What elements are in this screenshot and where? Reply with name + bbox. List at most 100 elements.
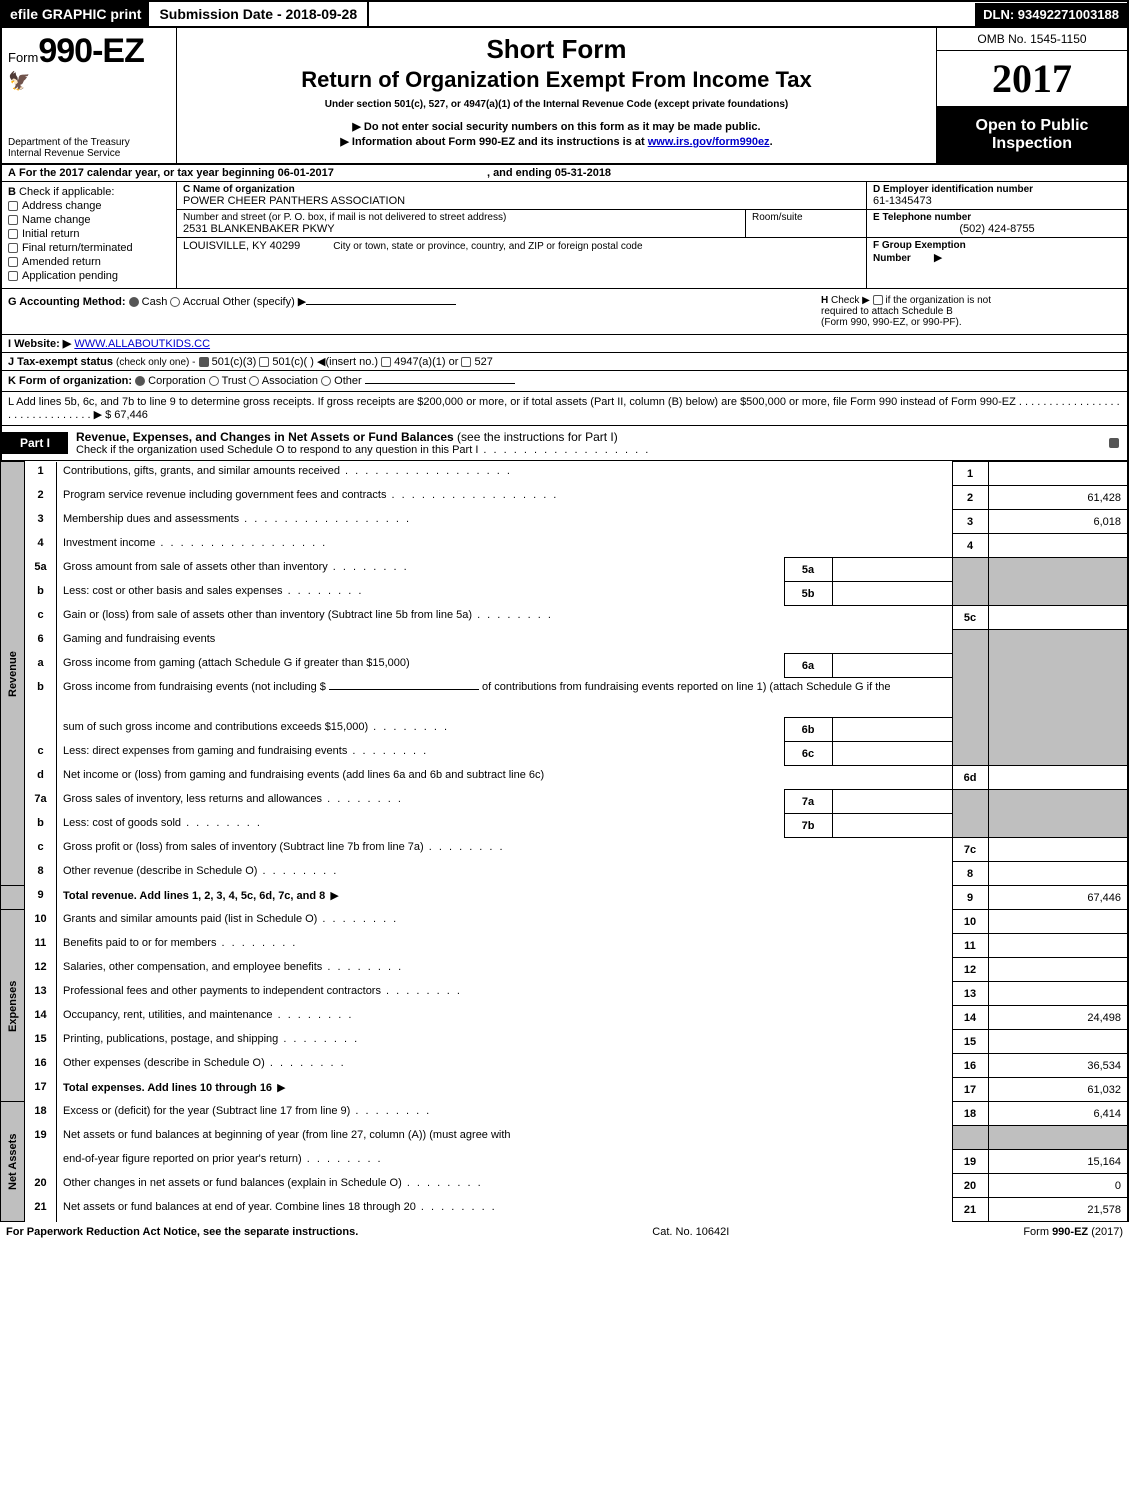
section-l: L Add lines 5b, 6c, and 7b to line 9 to … bbox=[0, 392, 1129, 426]
ln-7a-num: 7a bbox=[25, 790, 57, 814]
ln-19-shade-val bbox=[988, 1126, 1128, 1150]
revenue-side-label: Revenue bbox=[1, 462, 25, 886]
label-b: B bbox=[8, 186, 16, 198]
ln-6a-subval bbox=[832, 654, 952, 678]
final-return-label: Final return/terminated bbox=[22, 242, 133, 254]
form-header: Form990-EZ 🦅 Department of the Treasury … bbox=[0, 28, 1129, 165]
ln-5-shade-val bbox=[988, 558, 1128, 606]
ln-5b-subval bbox=[832, 582, 952, 606]
footer-left: For Paperwork Reduction Act Notice, see … bbox=[6, 1226, 358, 1238]
other-specify-input[interactable] bbox=[306, 304, 456, 305]
f-arrow: ▶ bbox=[934, 252, 942, 264]
k-label: K Form of organization: bbox=[8, 375, 132, 387]
cb-schedule-b[interactable] bbox=[873, 295, 883, 305]
info-suffix: . bbox=[770, 136, 773, 148]
ln-13-col: 13 bbox=[952, 982, 988, 1006]
check-if-label: Check if applicable: bbox=[19, 186, 114, 198]
part-1-title: Revenue, Expenses, and Changes in Net As… bbox=[76, 430, 454, 444]
footer-mid: Cat. No. 10642I bbox=[652, 1226, 729, 1238]
cb-application-pending[interactable] bbox=[8, 271, 18, 281]
h-text4: (Form 990, 990-EZ, or 990-PF). bbox=[821, 317, 962, 328]
ln-6d-val bbox=[988, 766, 1128, 790]
cb-501c[interactable] bbox=[259, 357, 269, 367]
ln-2-val: 61,428 bbox=[988, 486, 1128, 510]
ln-20-col: 20 bbox=[952, 1174, 988, 1198]
cb-amended-return[interactable] bbox=[8, 257, 18, 267]
cb-501c3[interactable] bbox=[199, 357, 209, 367]
check-if-applicable: B Check if applicable: Address change Na… bbox=[2, 182, 177, 288]
d-label: D Employer identification number bbox=[873, 184, 1121, 195]
ln-6-shade bbox=[952, 630, 988, 766]
ln-6b-desc-pre: Gross income from fundraising events (no… bbox=[57, 678, 953, 718]
ln-14-col: 14 bbox=[952, 1006, 988, 1030]
ln-7b-num: b bbox=[25, 814, 57, 838]
e-label: E Telephone number bbox=[873, 212, 1121, 223]
j-527: 527 bbox=[475, 356, 493, 368]
rb-cash[interactable] bbox=[129, 297, 139, 307]
ln-7b-desc: Less: cost of goods sold bbox=[57, 814, 785, 838]
ln-8-val bbox=[988, 862, 1128, 886]
ln-9-num: 9 bbox=[25, 886, 57, 910]
k-corp: Corporation bbox=[148, 375, 205, 387]
rb-other[interactable] bbox=[321, 376, 331, 386]
open-public-2: Inspection bbox=[941, 135, 1123, 153]
ln-6b-amount-input[interactable] bbox=[329, 689, 479, 690]
ln-19-num: 19 bbox=[25, 1126, 57, 1174]
rb-association[interactable] bbox=[249, 376, 259, 386]
section-a: A For the 2017 calendar year, or tax yea… bbox=[0, 165, 1129, 289]
open-public-1: Open to Public bbox=[941, 117, 1123, 135]
rb-corporation[interactable] bbox=[135, 376, 145, 386]
f-label2: Number bbox=[873, 253, 911, 264]
j-4947: 4947(a)(1) or bbox=[394, 356, 458, 368]
ln-9-desc-cell: Total revenue. Add lines 1, 2, 3, 4, 5c,… bbox=[57, 886, 953, 910]
name-change-label: Name change bbox=[22, 214, 91, 226]
ln-7b-sub: 7b bbox=[784, 814, 832, 838]
cb-4947[interactable] bbox=[381, 357, 391, 367]
ln-6b-num: b bbox=[25, 678, 57, 742]
dept-treasury: Department of the Treasury bbox=[8, 137, 170, 148]
info-link[interactable]: www.irs.gov/form990ez bbox=[648, 136, 770, 148]
rb-trust[interactable] bbox=[209, 376, 219, 386]
j-check-only: (check only one) - bbox=[116, 357, 195, 368]
rb-accrual[interactable] bbox=[170, 297, 180, 307]
cash-label: Cash bbox=[142, 296, 168, 308]
short-form-title: Short Form bbox=[187, 34, 926, 65]
ln-7a-sub: 7a bbox=[784, 790, 832, 814]
cb-527[interactable] bbox=[461, 357, 471, 367]
website-link[interactable]: WWW.ALLABOUTKIDS.CC bbox=[74, 338, 210, 350]
ln-19-shade bbox=[952, 1126, 988, 1150]
ln-19-col: 19 bbox=[952, 1150, 988, 1174]
ln-13-desc: Professional fees and other payments to … bbox=[57, 982, 953, 1006]
lines-table: Revenue 1 Contributions, gifts, grants, … bbox=[0, 461, 1129, 1222]
ln-12-val bbox=[988, 958, 1128, 982]
ln-15-val bbox=[988, 1030, 1128, 1054]
k-other-input[interactable] bbox=[365, 383, 515, 384]
ln-15-desc: Printing, publications, postage, and shi… bbox=[57, 1030, 953, 1054]
cb-name-change[interactable] bbox=[8, 215, 18, 225]
h-label: H bbox=[821, 295, 828, 306]
cb-final-return[interactable] bbox=[8, 243, 18, 253]
ln-13-num: 13 bbox=[25, 982, 57, 1006]
ln-6a-num: a bbox=[25, 654, 57, 678]
cb-schedule-o-part1[interactable] bbox=[1109, 438, 1119, 448]
ln-3-num: 3 bbox=[25, 510, 57, 534]
ln-5a-desc: Gross amount from sale of assets other t… bbox=[57, 558, 785, 582]
ln-4-num: 4 bbox=[25, 534, 57, 558]
ln-16-desc: Other expenses (describe in Schedule O) bbox=[57, 1054, 953, 1078]
j-501c3: 501(c)(3) bbox=[212, 356, 257, 368]
return-title: Return of Organization Exempt From Incom… bbox=[187, 67, 926, 93]
ln-14-val: 24,498 bbox=[988, 1006, 1128, 1030]
ln-15-num: 15 bbox=[25, 1030, 57, 1054]
ln-5c-num: c bbox=[25, 606, 57, 630]
form-number: 990-EZ bbox=[38, 32, 144, 70]
street-value: 2531 BLANKENBAKER PKWY bbox=[183, 223, 739, 235]
ln-12-desc: Salaries, other compensation, and employ… bbox=[57, 958, 953, 982]
j-501c: 501(c)( ) bbox=[272, 356, 314, 368]
part-1-sub: Check if the organization used Schedule … bbox=[76, 444, 1093, 456]
cb-initial-return[interactable] bbox=[8, 229, 18, 239]
ln-19-val: 15,164 bbox=[988, 1150, 1128, 1174]
i-label: I Website: ▶ bbox=[8, 338, 71, 350]
tax-year-text: For the 2017 calendar year, or tax year … bbox=[19, 167, 334, 179]
cb-address-change[interactable] bbox=[8, 201, 18, 211]
ln-5b-desc: Less: cost or other basis and sales expe… bbox=[57, 582, 785, 606]
